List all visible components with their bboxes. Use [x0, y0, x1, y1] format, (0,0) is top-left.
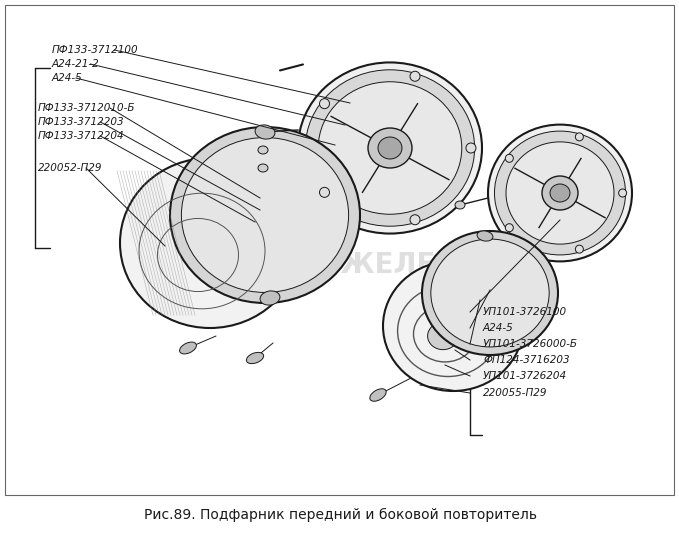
Ellipse shape — [410, 71, 420, 81]
Ellipse shape — [494, 131, 625, 255]
Text: Рис.89. Подфарник передний и боковой повторитель: Рис.89. Подфарник передний и боковой пов… — [143, 508, 536, 522]
Ellipse shape — [246, 352, 263, 364]
Ellipse shape — [575, 245, 583, 253]
Ellipse shape — [258, 146, 268, 154]
Text: ПФ133-3712203: ПФ133-3712203 — [38, 117, 125, 127]
Ellipse shape — [258, 128, 268, 136]
Ellipse shape — [179, 342, 196, 354]
Text: УП101-3726000-Б: УП101-3726000-Б — [483, 339, 578, 349]
Ellipse shape — [260, 291, 280, 305]
Text: 220052-П29: 220052-П29 — [38, 163, 103, 173]
Text: УП101-3726100: УП101-3726100 — [483, 307, 567, 317]
Text: УП101-3726204: УП101-3726204 — [483, 371, 567, 381]
Ellipse shape — [575, 133, 583, 141]
Ellipse shape — [320, 187, 329, 198]
Ellipse shape — [298, 62, 482, 233]
Ellipse shape — [477, 231, 493, 241]
Text: ПФ133-3712010-Б: ПФ133-3712010-Б — [38, 103, 136, 113]
Ellipse shape — [455, 201, 465, 209]
Ellipse shape — [306, 70, 475, 226]
Ellipse shape — [466, 143, 476, 153]
Ellipse shape — [422, 231, 558, 355]
Ellipse shape — [383, 261, 523, 391]
Ellipse shape — [505, 154, 513, 162]
Ellipse shape — [318, 82, 462, 214]
Ellipse shape — [505, 224, 513, 232]
Ellipse shape — [410, 215, 420, 225]
Text: 220055-П29: 220055-П29 — [483, 388, 547, 398]
Ellipse shape — [255, 125, 275, 139]
Ellipse shape — [619, 189, 627, 197]
Ellipse shape — [320, 99, 329, 108]
Ellipse shape — [550, 184, 570, 202]
Text: ФП124-3716203: ФП124-3716203 — [483, 355, 570, 365]
Ellipse shape — [542, 176, 578, 210]
Ellipse shape — [506, 142, 614, 244]
Text: ПФ133-3712100: ПФ133-3712100 — [52, 45, 139, 55]
Text: ПЛАНЕТА ЖЕЛЕЗЯК: ПЛАНЕТА ЖЕЛЕЗЯК — [181, 251, 499, 279]
Ellipse shape — [431, 239, 549, 347]
Ellipse shape — [120, 158, 300, 328]
Ellipse shape — [258, 164, 268, 172]
Text: А24-21-2: А24-21-2 — [52, 59, 100, 69]
Ellipse shape — [370, 389, 386, 401]
Ellipse shape — [378, 137, 402, 159]
Text: А24-5: А24-5 — [52, 73, 83, 83]
Ellipse shape — [170, 127, 360, 303]
Ellipse shape — [428, 323, 458, 350]
Ellipse shape — [368, 128, 412, 168]
Ellipse shape — [488, 124, 632, 262]
Text: А24-5: А24-5 — [483, 323, 514, 333]
Text: ПФ133-3712204: ПФ133-3712204 — [38, 131, 125, 141]
Ellipse shape — [181, 138, 348, 293]
